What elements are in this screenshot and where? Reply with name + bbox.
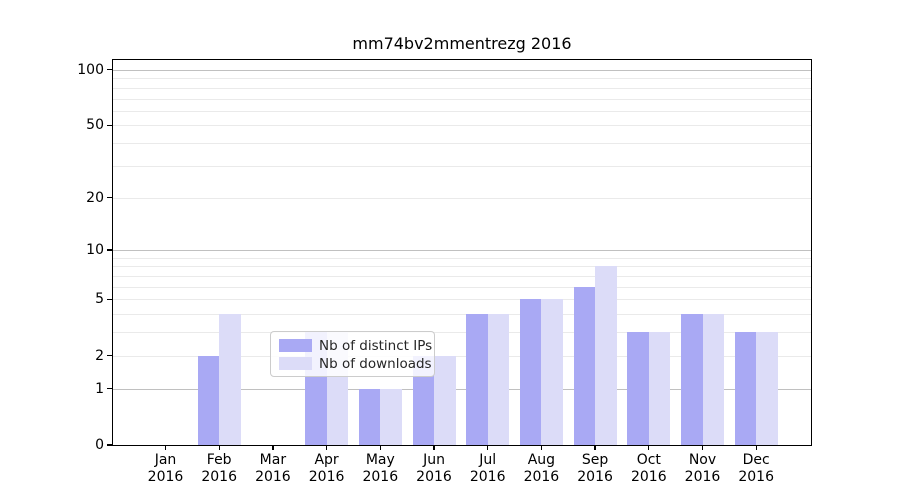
x-axis-tick-label: Jan 2016 xyxy=(147,452,184,485)
x-axis-tick-label: Jun 2016 xyxy=(416,452,452,485)
minor-gridline xyxy=(113,197,811,199)
distinct-ips-bar xyxy=(681,314,703,445)
y-axis-tick-label: 50 xyxy=(86,117,104,134)
x-tick-mark xyxy=(487,445,489,450)
x-tick-mark xyxy=(272,445,274,450)
distinct-ips-bar xyxy=(519,299,542,445)
downloads-bar xyxy=(702,314,724,445)
x-axis-tick-label: Sep 2016 xyxy=(577,452,613,485)
y-tick-mark xyxy=(107,124,112,127)
downloads-bar xyxy=(595,266,617,445)
distinct-ips-bar xyxy=(734,332,757,445)
y-axis-tick-label: 5 xyxy=(95,291,104,308)
legend-label-downloads: Nb of downloads xyxy=(319,355,432,372)
major-gridline xyxy=(113,69,811,71)
x-axis-tick-label: Aug 2016 xyxy=(523,452,560,485)
minor-gridline xyxy=(113,332,811,334)
x-tick-mark xyxy=(164,445,167,450)
minor-gridline xyxy=(113,78,811,80)
minor-gridline xyxy=(113,276,811,277)
distinct-ips-bar xyxy=(466,314,488,445)
y-axis-tick-label: 0 xyxy=(95,437,104,453)
y-tick-mark xyxy=(107,249,112,251)
minor-gridline xyxy=(113,314,811,316)
x-axis-tick-label: Dec 2016 xyxy=(738,452,774,485)
minor-gridline xyxy=(113,87,811,89)
x-tick-mark xyxy=(648,445,650,450)
downloads-bar xyxy=(380,388,402,445)
legend-item-distinct-ips: Nb of distinct IPs xyxy=(279,338,432,353)
x-tick-mark xyxy=(540,445,543,450)
y-tick-mark xyxy=(107,69,112,71)
distinct-ips-bar xyxy=(197,355,220,445)
x-tick-mark xyxy=(594,445,596,450)
distinct-ips-bar xyxy=(412,355,434,445)
minor-gridline xyxy=(113,266,811,268)
major-gridline xyxy=(113,250,811,252)
downloads-bar xyxy=(434,355,456,445)
x-axis-tick-label: May 2016 xyxy=(362,452,399,485)
x-tick-mark xyxy=(433,445,435,450)
x-axis-tick-label: Feb 2016 xyxy=(201,452,237,485)
downloads-swatch xyxy=(279,357,312,370)
x-tick-mark xyxy=(755,445,757,450)
minor-gridline xyxy=(113,165,811,167)
x-tick-mark xyxy=(701,445,704,450)
minor-gridline xyxy=(113,98,811,100)
y-tick-mark xyxy=(107,355,112,357)
distinct-ips-bar xyxy=(358,388,381,445)
distinct-ips-bar xyxy=(573,286,596,445)
downloads-bar xyxy=(648,332,671,445)
minor-gridline xyxy=(113,299,811,301)
x-tick-mark xyxy=(379,445,381,450)
major-gridline xyxy=(113,388,811,390)
legend-item-downloads: Nb of downloads xyxy=(279,356,432,371)
minor-gridline xyxy=(113,257,811,259)
plot-area xyxy=(107,59,812,450)
y-tick-mark xyxy=(107,298,112,300)
downloads-bar xyxy=(219,314,241,445)
distinct-ips-bar xyxy=(627,332,649,445)
x-axis-tick-label: Mar 2016 xyxy=(255,452,291,485)
y-axis-tick-label: 1 xyxy=(95,380,104,397)
x-axis-tick-label: Nov 2016 xyxy=(684,452,721,485)
y-tick-mark xyxy=(107,388,112,390)
minor-gridline xyxy=(113,355,811,357)
x-axis-tick-label: Oct 2016 xyxy=(630,452,667,485)
downloads-bar xyxy=(756,332,778,445)
legend-label-distinct-ips: Nb of distinct IPs xyxy=(319,337,433,354)
y-tick-mark xyxy=(107,444,112,446)
legend: Nb of distinct IPs Nb of downloads xyxy=(270,331,435,377)
minor-gridline xyxy=(113,286,811,288)
minor-gridline xyxy=(113,143,811,145)
y-axis-tick-label: 2 xyxy=(95,347,104,364)
y-tick-mark xyxy=(107,196,112,199)
minor-gridline xyxy=(113,110,811,112)
downloads-bar xyxy=(487,314,510,445)
x-tick-mark xyxy=(325,445,328,450)
chart-title: mm74bv2mmentrezg 2016 xyxy=(352,34,572,53)
y-axis-tick-label: 10 xyxy=(86,242,104,259)
distinct-ips-swatch xyxy=(279,339,312,352)
downloads-bar xyxy=(541,299,563,445)
y-axis-tick-label: 100 xyxy=(77,61,104,78)
minor-gridline xyxy=(113,125,811,127)
x-axis-tick-label: Apr 2016 xyxy=(308,452,345,485)
y-axis-tick-label: 20 xyxy=(86,189,104,206)
x-tick-mark xyxy=(218,445,220,450)
x-axis-tick-label: Jul 2016 xyxy=(469,452,506,485)
